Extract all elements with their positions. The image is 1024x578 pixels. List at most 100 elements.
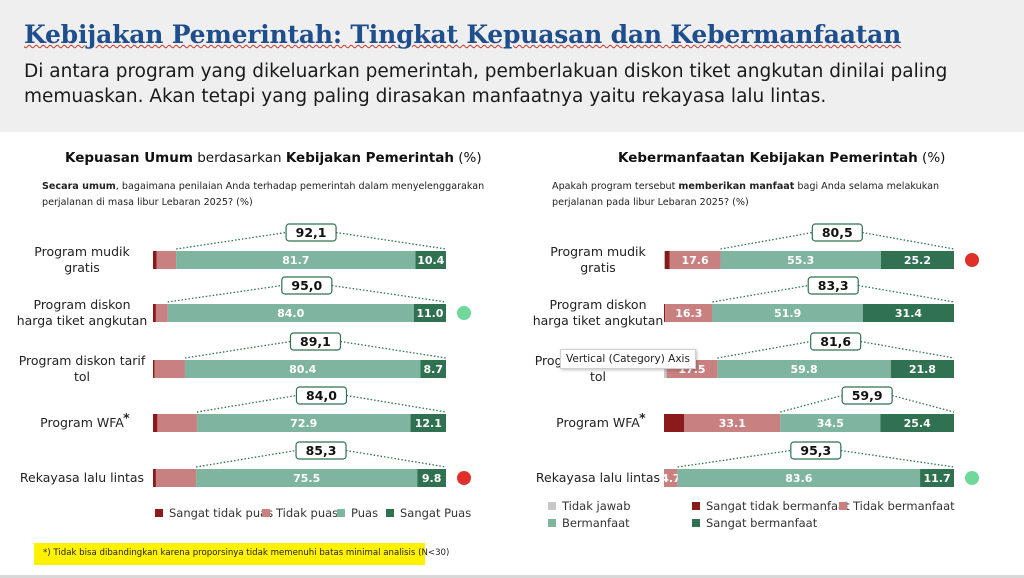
category-label-line: Program WFA: [40, 415, 124, 430]
total-box: [811, 223, 863, 242]
red-marker-dot: [457, 471, 471, 485]
legend-label: Tidak puas: [276, 506, 339, 520]
left-title-end: (%): [453, 150, 482, 166]
header-band: [0, 0, 1024, 132]
bar-segment: [684, 414, 781, 432]
legend-item-puas: Puas: [337, 506, 378, 520]
total-box: [295, 441, 347, 460]
bar-segment: [717, 360, 891, 378]
bar-segment: [184, 360, 421, 378]
bar-segment: [664, 360, 667, 378]
category-label-line: Program mudik: [550, 244, 646, 259]
bar-segment: [669, 251, 721, 269]
total-bracket-right: [340, 340, 447, 359]
bar-segment: [176, 251, 416, 269]
bar-segment: [410, 414, 446, 432]
category-label-line: tol: [74, 369, 90, 384]
category-label: Program mudik gratis: [550, 244, 646, 275]
category-label-line: Program diskon: [34, 297, 131, 312]
total-label: 59,9: [852, 388, 883, 403]
legend-swatch: [839, 502, 847, 510]
category-label-line: harga tiket angkutan: [533, 313, 664, 328]
total-bracket-left: [677, 449, 791, 468]
legend-swatch: [692, 519, 700, 527]
data-label: 51.9: [774, 307, 801, 320]
legend-item-tidak-jawab: Tidak jawab: [548, 499, 631, 513]
asterisk-mark: *: [639, 410, 646, 425]
satisfaction-chart: Program mudik gratis 81.7 10.4 92,1 Program d…: [17, 223, 471, 487]
bar-segment: [156, 251, 177, 269]
legend-item-sangat-tidak-puas: Sangat tidak puas: [155, 506, 273, 520]
data-label: 4.7: [661, 472, 681, 485]
legend-swatch: [337, 509, 345, 517]
category-label-line: harga tiket angkutan: [17, 313, 148, 328]
bar-segment: [153, 304, 156, 322]
total-bracket-left: [195, 449, 297, 468]
category-label: Program mudik gratis: [34, 244, 130, 275]
data-label: 9.8: [422, 472, 442, 485]
data-label: 55.3: [787, 254, 814, 267]
bar-segment: [890, 360, 954, 378]
legend-label: Sangat Puas: [400, 506, 472, 520]
total-box: [285, 223, 337, 242]
bar-segment: [664, 251, 670, 269]
page-subtitle: Di antara program yang dikeluarkan pemer…: [24, 61, 948, 107]
legend-swatch: [155, 509, 163, 517]
left-title-mid: berdasarkan: [192, 150, 286, 166]
total-label: 83,3: [818, 278, 849, 293]
bar-segment: [155, 469, 197, 487]
bottom-divider: [0, 575, 1024, 578]
total-bracket-right: [891, 394, 955, 413]
category-label: Program diskon harga tiket angkutan: [17, 297, 148, 328]
bar-segment: [862, 304, 954, 322]
right-title-bold: Kebermanfaatan Kebijakan Pemerintah: [618, 150, 918, 166]
bar-segment: [664, 304, 666, 322]
total-label: 92,1: [296, 225, 327, 240]
bar-segment: [677, 469, 921, 487]
data-label: 25.2: [904, 254, 931, 267]
data-label: 25.4: [904, 417, 931, 430]
category-label-line: Rekayasa lalu lintas: [20, 470, 144, 485]
bar-segment: [154, 360, 185, 378]
total-bracket-left: [184, 340, 291, 359]
legend-item-tidak-puas: Tidak puas: [262, 506, 338, 520]
category-label-line: Program diskon: [550, 297, 647, 312]
left-question: Secara umum, bagaimana penilaian Anda te…: [42, 179, 488, 211]
category-label-line: Program mudik: [34, 244, 130, 259]
total-bracket-left: [720, 231, 813, 250]
axis-tooltip: Vertical (Category) Axis: [560, 349, 696, 369]
footnote: *) Tidak bisa dibandingkan karena propor…: [34, 543, 449, 565]
data-label: 72.9: [290, 417, 317, 430]
left-chart-title: Kepuasan Umum berdasarkan Kebijakan Peme…: [65, 150, 482, 166]
right-question: Apakah program tersebut memberikan manfa…: [552, 179, 977, 211]
category-label-line: tol: [590, 369, 606, 384]
page-title: Kebijakan Pemerintah: Tingkat Kepuasan d…: [24, 20, 902, 49]
bar-segment: [153, 414, 158, 432]
category-label: Rekayasa lalu lintas: [536, 470, 660, 485]
total-bracket-left: [196, 394, 297, 413]
total-bracket-right: [331, 284, 447, 303]
bar-segment: [157, 414, 197, 432]
category-label: Program WFA: [40, 415, 124, 430]
asterisk-mark: *: [123, 410, 130, 425]
total-box: [289, 332, 342, 351]
legend-item-sangat-tidak-bermanfaat: Sangat tidak bermanfaat: [692, 499, 850, 513]
bar-segment: [413, 304, 446, 322]
category-label-line: gratis: [64, 260, 100, 275]
legend-swatch: [548, 519, 556, 527]
total-box: [281, 276, 333, 295]
bar-segment: [153, 251, 157, 269]
legend-swatch: [262, 509, 270, 517]
bar-segment: [417, 469, 446, 487]
total-bracket-right: [860, 340, 955, 359]
data-label: 31.4: [895, 307, 922, 320]
category-label-line: Program diskon tarif: [19, 353, 146, 368]
total-box: [841, 386, 893, 405]
legend-label: Sangat tidak puas: [169, 506, 274, 520]
total-bracket-left: [176, 231, 287, 250]
right-question-rest: bagi Anda selama melakukan perjalanan pa…: [552, 181, 940, 208]
bar-segment: [415, 251, 446, 269]
legend-swatch: [548, 502, 556, 510]
left-question-bold: Secara umum: [42, 181, 116, 192]
legend-label: Tidak jawab: [562, 499, 631, 513]
